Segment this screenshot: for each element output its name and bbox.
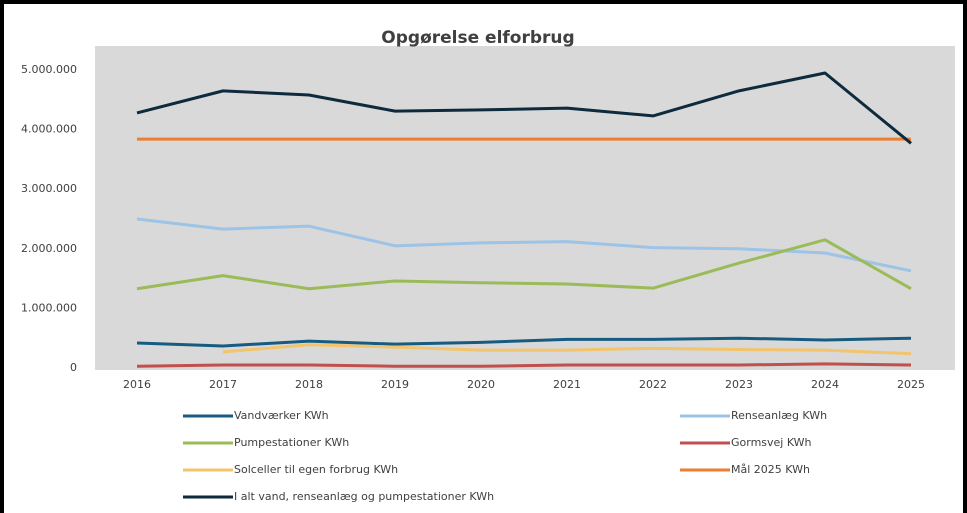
y-tick-label: 0 [70,361,77,374]
y-tick-label: 5.000.000 [21,63,77,76]
y-tick-label: 3.000.000 [21,182,77,195]
legend-label: Solceller til egen forbrug KWh [234,463,398,476]
series-line [136,362,912,368]
legend-label: Vandværker KWh [234,409,329,422]
x-tick-label: 2024 [811,378,839,391]
series-line [136,336,912,348]
y-tick-label: 2.000.000 [21,242,77,255]
x-tick-label: 2018 [295,378,323,391]
y-tick-label: 4.000.000 [21,123,77,136]
x-tick-label: 2021 [553,378,581,391]
x-tick-label: 2019 [381,378,409,391]
x-tick-label: 2017 [209,378,237,391]
x-tick-label: 2016 [123,378,151,391]
series-line [136,71,912,145]
x-tick-label: 2020 [467,378,495,391]
series-line [222,343,912,356]
y-tick-label: 1.000.000 [21,301,77,314]
plot-area [95,46,955,370]
x-tick-label: 2023 [725,378,753,391]
chart-title: Opgørelse elforbrug [381,28,574,48]
legend-label: I alt vand, renseanlæg og pumpestationer… [234,490,494,503]
x-tick-label: 2022 [639,378,667,391]
legend-label: Renseanlæg KWh [731,409,827,422]
series-line [136,238,912,291]
legend-label: Mål 2025 KWh [731,463,810,476]
legend-label: Pumpestationer KWh [234,436,349,449]
x-tick-label: 2025 [897,378,925,391]
legend-label: Gormsvej KWh [731,436,812,449]
